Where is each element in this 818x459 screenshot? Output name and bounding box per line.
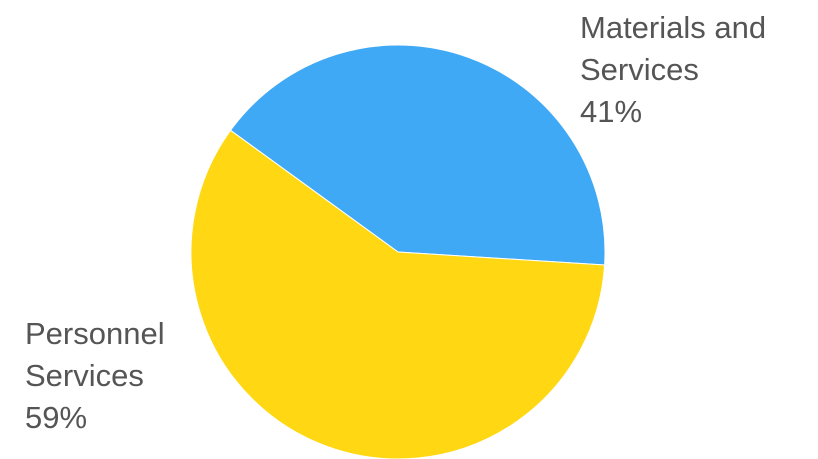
- slice-label-personnel-line-2: Services: [25, 358, 144, 393]
- slice-label-materials-line-2: Services: [580, 52, 699, 87]
- pie-slice-materials-and-services: [229, 44, 606, 266]
- slice-label-personnel-services: Personnel Services 59%: [25, 316, 173, 435]
- pie-slice-personnel-services: [190, 129, 606, 459]
- slice-percent-personnel: 59%: [25, 400, 87, 435]
- slice-label-materials-line-1: Materials and: [580, 10, 766, 45]
- slice-label-personnel-line-1: Personnel: [25, 316, 165, 351]
- slice-percent-materials: 41%: [580, 94, 642, 129]
- slice-label-materials-and-services: Materials and Services 41%: [580, 10, 775, 129]
- pie-slices: [190, 44, 606, 459]
